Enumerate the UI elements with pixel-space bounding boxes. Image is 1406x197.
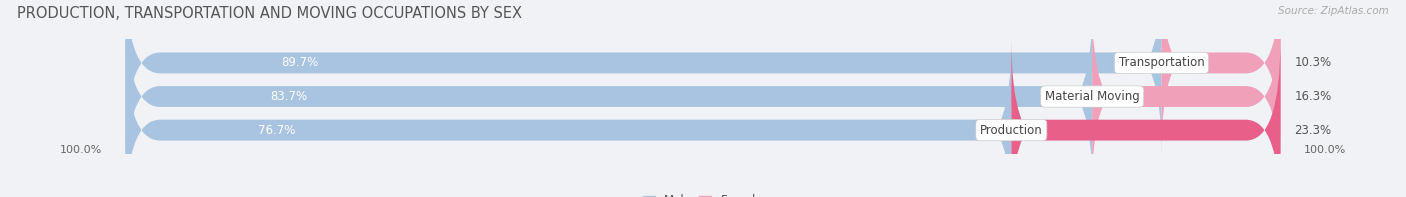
FancyBboxPatch shape — [125, 0, 1161, 153]
FancyBboxPatch shape — [125, 40, 1011, 197]
Text: PRODUCTION, TRANSPORTATION AND MOVING OCCUPATIONS BY SEX: PRODUCTION, TRANSPORTATION AND MOVING OC… — [17, 6, 522, 21]
Text: 83.7%: 83.7% — [270, 90, 308, 103]
Text: 23.3%: 23.3% — [1295, 124, 1331, 137]
FancyBboxPatch shape — [125, 0, 1281, 153]
Text: 10.3%: 10.3% — [1295, 56, 1331, 69]
Text: Source: ZipAtlas.com: Source: ZipAtlas.com — [1278, 6, 1389, 16]
Legend: Male, Female: Male, Female — [643, 194, 763, 197]
FancyBboxPatch shape — [125, 40, 1281, 197]
Text: 89.7%: 89.7% — [281, 56, 318, 69]
Text: 100.0%: 100.0% — [59, 145, 103, 155]
Text: Production: Production — [980, 124, 1043, 137]
Text: Transportation: Transportation — [1119, 56, 1205, 69]
Text: Material Moving: Material Moving — [1045, 90, 1140, 103]
Text: 76.7%: 76.7% — [259, 124, 295, 137]
FancyBboxPatch shape — [1161, 0, 1281, 153]
Text: 100.0%: 100.0% — [1303, 145, 1347, 155]
FancyBboxPatch shape — [125, 6, 1281, 187]
FancyBboxPatch shape — [1092, 6, 1281, 187]
FancyBboxPatch shape — [1011, 40, 1281, 197]
FancyBboxPatch shape — [125, 6, 1092, 187]
Text: 16.3%: 16.3% — [1295, 90, 1331, 103]
